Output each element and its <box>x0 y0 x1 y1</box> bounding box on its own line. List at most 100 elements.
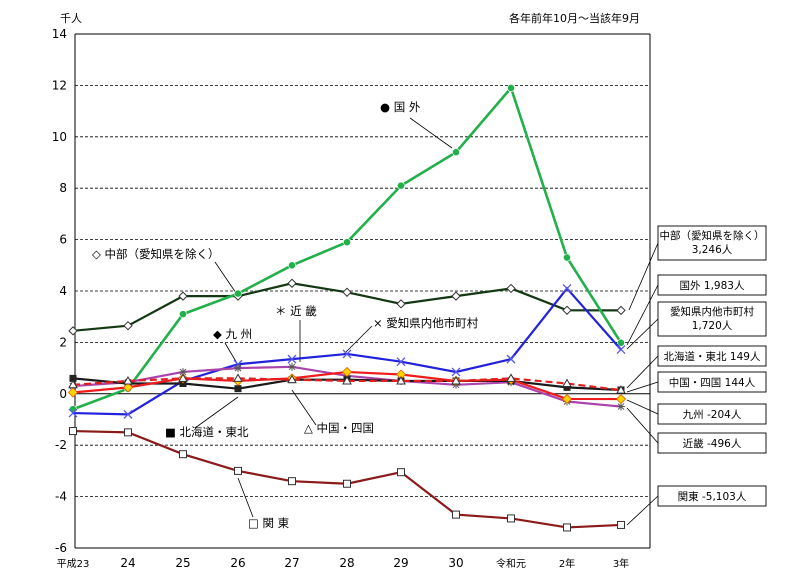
data-point-hokkaido <box>179 380 187 388</box>
leader-chubu <box>214 261 237 294</box>
data-point-aichi <box>396 357 406 367</box>
data-point-chugoku <box>68 379 78 389</box>
x-tick-label: 27 <box>284 556 299 570</box>
data-point-aichi <box>342 349 352 359</box>
data-point-aichi <box>123 409 133 419</box>
end-leader-kyushu <box>626 399 659 415</box>
annotation-kanto: □ 関 東 <box>248 516 290 530</box>
data-point-kyushu <box>122 382 134 393</box>
data-point-kyushu <box>615 393 627 405</box>
data-point-kokugai <box>617 338 625 347</box>
data-point-kokugai <box>179 310 187 319</box>
y-tick-label: -6 <box>55 541 67 555</box>
data-point-kokugai <box>397 181 405 190</box>
data-point-chugoku <box>562 378 572 388</box>
data-point-chubu <box>562 305 572 315</box>
end-label-box-chugoku <box>657 371 767 393</box>
end-label-aichi: 1,720人 <box>692 320 733 332</box>
end-label-chubu: 中部（愛知県を除く） <box>660 229 765 242</box>
data-point-kokugai <box>452 148 460 157</box>
x-tick-label: 平成23 <box>57 558 90 570</box>
data-point-kanto <box>343 479 351 488</box>
period-note: 各年前年10月～当該年9月 <box>509 11 640 25</box>
end-label-chubu: 3,246人 <box>692 244 733 256</box>
x-tick-label: 2年 <box>559 557 575 570</box>
end-leader-hokkaido <box>626 355 659 389</box>
data-point-kinki <box>288 362 296 371</box>
data-point-chubu <box>178 291 188 301</box>
end-label-kanto: 関東 -5,103人 <box>678 490 747 503</box>
end-leader-kanto <box>626 495 659 526</box>
y-tick-label: 14 <box>52 27 67 41</box>
end-label-box-hokkaido <box>657 345 767 367</box>
y-tick-label: 10 <box>52 130 67 144</box>
data-point-kinki <box>617 402 625 411</box>
data-point-kanto <box>452 510 460 519</box>
x-tick-label: 25 <box>175 556 190 570</box>
data-point-chubu <box>616 305 626 316</box>
annotation-kokugai: ● 国 外 <box>380 100 421 114</box>
data-point-chugoku <box>451 375 461 385</box>
end-leader-chubu <box>628 242 659 311</box>
data-point-kanto <box>124 428 132 437</box>
leader-kanto <box>237 477 254 518</box>
y-tick-label: 8 <box>59 181 67 195</box>
data-point-hokkaido <box>234 385 242 393</box>
annotation-chugoku: △ 中国・四国 <box>304 421 374 435</box>
leader-chugoku <box>291 389 317 426</box>
leader-kokugai <box>409 117 453 149</box>
data-point-chubu <box>506 283 516 294</box>
end-label-kyushu: 九州 -204人 <box>683 409 742 421</box>
data-point-kyushu <box>67 387 79 398</box>
end-label-box-kinki <box>657 432 767 454</box>
data-point-chugoku <box>123 375 133 385</box>
annotation-hokkaido: ■ 北海道・東北 <box>165 425 249 439</box>
end-label-kokugai: 国外 1,983人 <box>680 280 745 292</box>
data-point-chugoku <box>396 375 406 385</box>
annotation-aichi: × 愛知県内他市町村 <box>373 316 479 330</box>
data-point-kinki <box>234 364 242 373</box>
y-tick-label: 6 <box>59 233 67 247</box>
annotation-kinki: ＊ 近 畿 <box>275 304 317 318</box>
series-group <box>67 84 627 532</box>
data-point-chubu <box>451 291 461 301</box>
data-point-kokugai <box>234 289 242 298</box>
data-point-kanto <box>507 514 515 523</box>
data-point-chugoku <box>506 373 516 382</box>
y-tick-label: -2 <box>55 438 67 452</box>
end-leader-chugoku <box>626 381 659 393</box>
data-point-aichi <box>506 354 516 364</box>
series-chubu <box>68 278 626 336</box>
x-tick-label: 3年 <box>613 557 629 570</box>
annotation-chubu: ◇ 中部（愛知県を除く） <box>92 247 220 261</box>
data-point-aichi <box>287 354 297 364</box>
x-tick-label: 29 <box>393 556 408 570</box>
data-point-hokkaido <box>69 374 77 382</box>
y-axis-unit-label: 千人 <box>60 12 82 25</box>
data-point-kanto <box>397 468 405 477</box>
y-tick-label: 4 <box>59 284 67 298</box>
end-label-chugoku: 中国・四国 144人 <box>669 376 756 389</box>
series-chugoku <box>68 373 626 394</box>
data-point-kinki <box>179 367 187 376</box>
data-point-chugoku <box>178 373 188 382</box>
leader-hokkaido <box>194 396 239 429</box>
leader-aichi <box>342 325 373 356</box>
leader-lines <box>194 117 659 526</box>
x-tick-label: 26 <box>230 556 245 570</box>
data-point-chubu <box>68 326 78 336</box>
end-leader-aichi <box>626 318 659 350</box>
data-point-kokugai <box>507 84 515 92</box>
end-leader-kokugai <box>626 284 659 346</box>
data-point-chubu <box>123 320 133 331</box>
y-tick-label: 2 <box>59 335 67 349</box>
x-tick-label: 令和元 <box>496 557 526 570</box>
data-point-kyushu <box>561 393 573 405</box>
data-point-aichi <box>562 283 572 293</box>
annotations: ● 国 外 ◇ 中部（愛知県を除く） ◆ 九 州 ＊ 近 畿 × 愛知県内他市町村 ■ 北… <box>92 100 479 530</box>
x-tick-label: 24 <box>120 556 135 570</box>
end-label-box-kyushu <box>657 403 767 425</box>
